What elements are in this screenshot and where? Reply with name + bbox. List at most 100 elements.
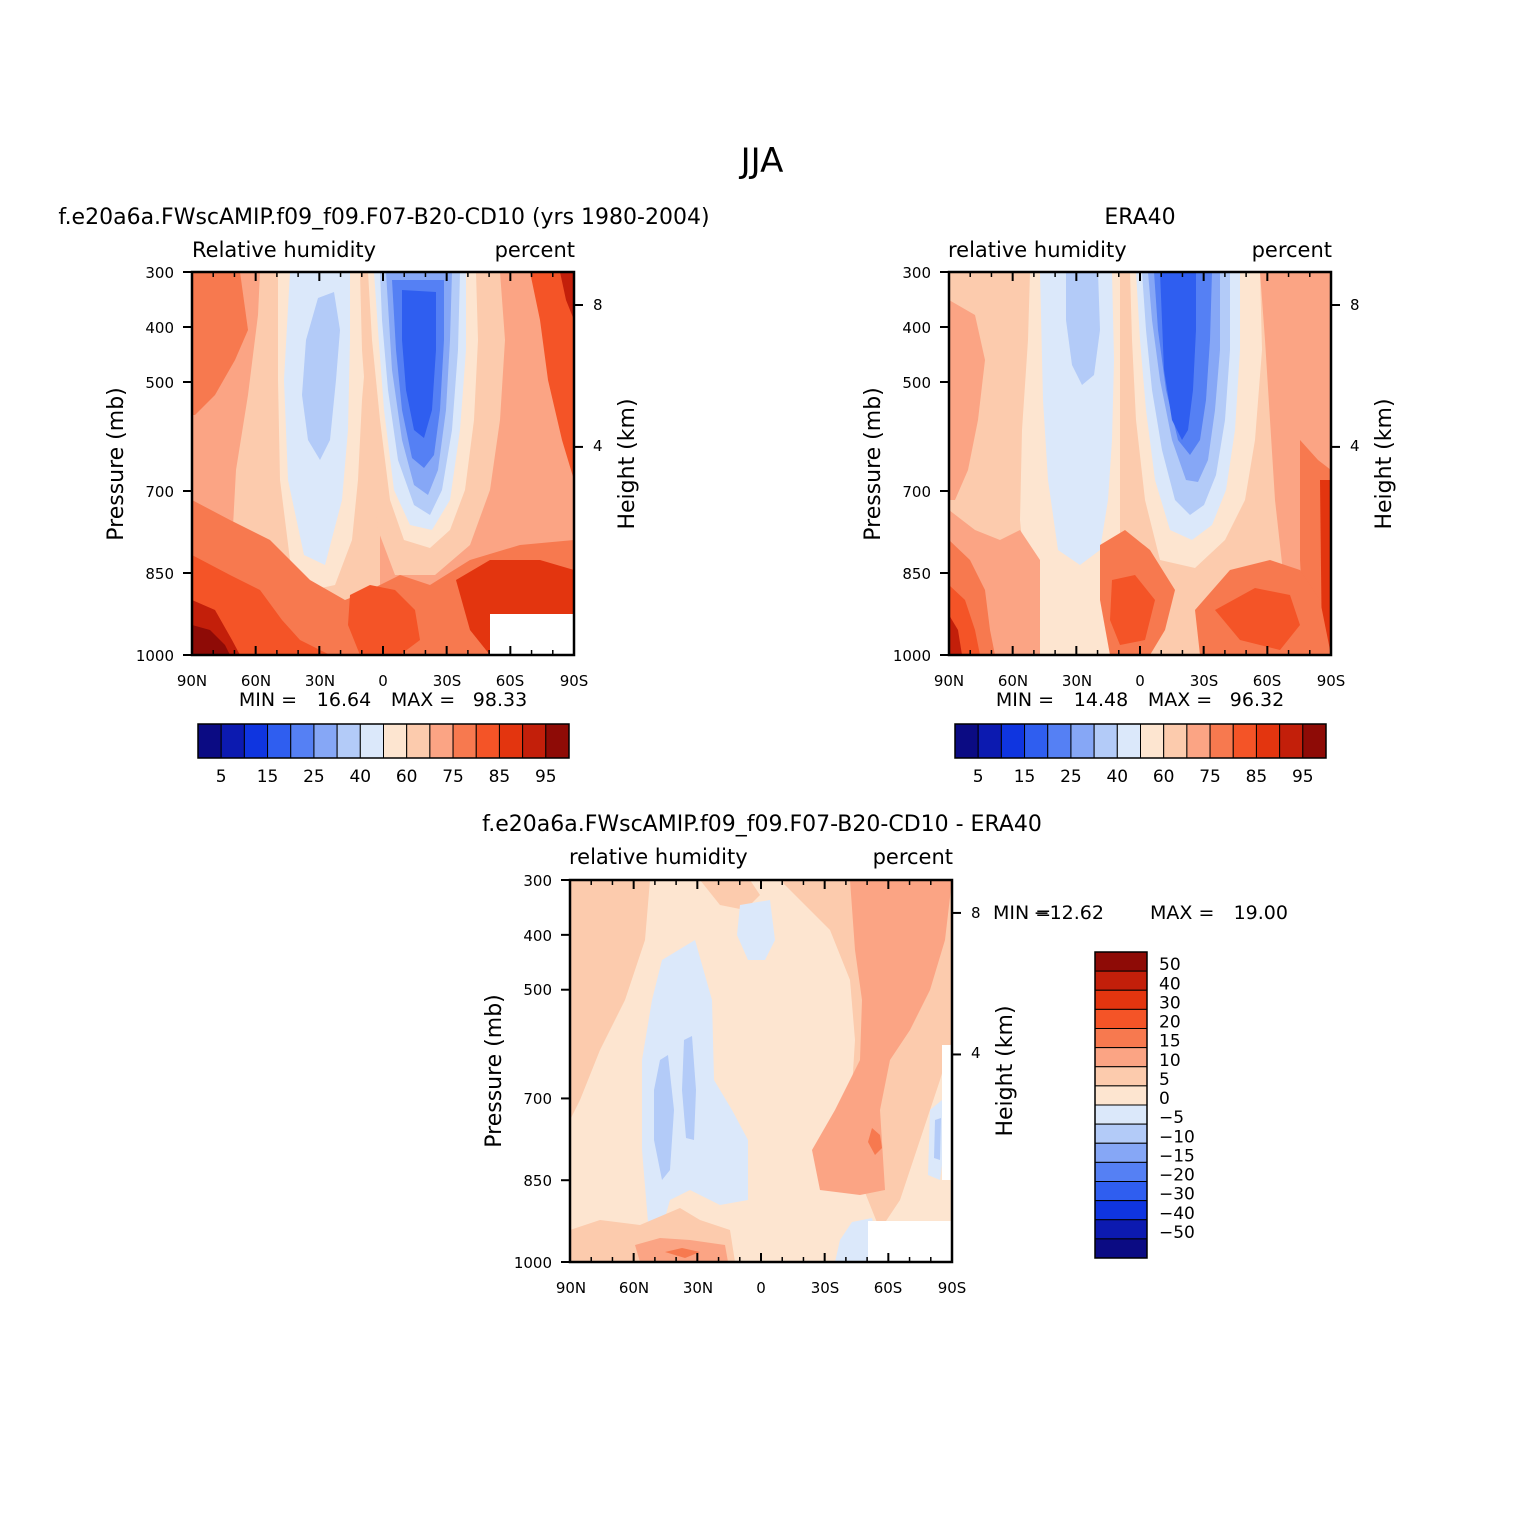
- model-colorbar-box: [267, 723, 292, 759]
- diff-colorbar-label: −15: [1159, 1146, 1195, 1166]
- model-xtick-label: 90S: [560, 672, 589, 690]
- diff-colorbar-box: [1094, 1181, 1148, 1202]
- diff-colorbar-label: −10: [1159, 1127, 1195, 1147]
- model-colorbar-box: [220, 723, 245, 759]
- diff-contour-upper-mid-pos: [700, 880, 760, 910]
- obs-min-label: MIN =: [996, 689, 1054, 711]
- obs-ytick-label: 1000: [893, 647, 931, 665]
- obs-min-value: 14.48: [1074, 689, 1128, 711]
- model-y2tick-label: 4: [593, 437, 603, 455]
- diff-min-label: MIN =: [993, 902, 1051, 924]
- obs-contour-nh-upper-75: [949, 300, 985, 500]
- obs-y2-axis-label: Height (km): [1372, 398, 1397, 529]
- model-ytick-label: 400: [145, 319, 174, 337]
- panel-diff-variable-label: relative humidity: [569, 845, 748, 869]
- model-ytick-label: 500: [145, 374, 174, 392]
- model-min-label: MIN =: [239, 689, 297, 711]
- obs-colorbar-box: [1209, 723, 1234, 759]
- obs-y2tick-label: 4: [1350, 437, 1360, 455]
- obs-colorbar-box: [1116, 723, 1141, 759]
- diff-y2-axis-label: Height (km): [993, 1005, 1018, 1136]
- obs-ytick-label: 400: [902, 319, 931, 337]
- model-min-value: 16.64: [317, 689, 371, 711]
- model-colorbar-box: [197, 723, 222, 759]
- diff-colorbar-box: [1094, 1047, 1148, 1068]
- diff-colorbar-label: 50: [1159, 955, 1181, 975]
- obs-contour-boundary-95-sh: [1215, 588, 1300, 650]
- obs-max-value: 96.32: [1230, 689, 1284, 711]
- model-max-value: 98.33: [473, 689, 527, 711]
- panel-obs-units-label: percent: [1252, 238, 1332, 262]
- panel-diff-units-label: percent: [873, 845, 953, 869]
- model-contour-boundary-85-eq: [348, 585, 420, 655]
- obs-colorbar-label: 85: [1246, 767, 1268, 787]
- diff-colorbar-box: [1094, 1066, 1148, 1087]
- model-max-label: MAX =: [391, 689, 455, 711]
- model-xtick-label: 0: [378, 672, 388, 690]
- obs-contour-boundary-max-nh: [949, 615, 962, 655]
- model-colorbar-box: [406, 723, 431, 759]
- diff-contour-sh-pos20: [868, 1128, 882, 1155]
- diff-ytick-label: 850: [523, 1172, 552, 1190]
- diff-colorbar-box: [1094, 1008, 1148, 1029]
- model-colorbar-box: [359, 723, 384, 759]
- model-colorbar-label: 40: [349, 767, 371, 787]
- diff-min-value: −12.62: [1034, 902, 1104, 924]
- diff-colorbar-label: 5: [1159, 1070, 1170, 1090]
- diff-contour-sp-neg5: [934, 1118, 941, 1160]
- diff-y2tick-label: 4: [971, 1044, 981, 1062]
- model-ytick-label: 1000: [136, 647, 174, 665]
- panel-model: f.e20a6a.FWscAMIP.f09_f09.F07-B20-CD10 (…: [58, 205, 709, 787]
- diff-colorbar-box: [1094, 989, 1148, 1010]
- obs-colorbar-box: [977, 723, 1002, 759]
- model-y2tick-label: 8: [593, 296, 603, 314]
- obs-xtick-label: 60S: [1253, 672, 1282, 690]
- model-ytick-label: 300: [145, 264, 174, 282]
- diff-contour-nh-upper-pos: [570, 880, 650, 1120]
- diff-colorbar-box: [1094, 1028, 1148, 1049]
- model-colorbar-label: 95: [535, 767, 557, 787]
- obs-xtick-label: 0: [1135, 672, 1145, 690]
- obs-y2tick-label: 8: [1350, 296, 1360, 314]
- obs-colorbar-box: [1000, 723, 1026, 759]
- diff-contour-sh-pos10: [812, 880, 952, 1195]
- model-colorbar-box: [290, 723, 315, 759]
- diff-xtick-label: 0: [756, 1279, 766, 1297]
- model-y-axis-label: Pressure (mb): [104, 387, 129, 541]
- model-colorbar-box: [452, 723, 477, 759]
- diff-ytick-label: 500: [523, 981, 552, 999]
- diff-colorbar-label: 20: [1159, 1013, 1181, 1033]
- obs-colorbar-label: 75: [1199, 767, 1221, 787]
- diff-colorbar-box: [1094, 1085, 1148, 1106]
- model-colorbar-label: 75: [442, 767, 464, 787]
- obs-colorbar-label: 40: [1106, 767, 1128, 787]
- model-colorbar-box: [336, 723, 361, 759]
- model-colorbar-label: 25: [303, 767, 325, 787]
- obs-contour-boundary-95-eq: [1110, 575, 1155, 645]
- obs-colorbar-box: [1024, 723, 1049, 759]
- diff-contour-upper-neg: [737, 900, 775, 960]
- diff-contour-nh-neg5a: [654, 1055, 674, 1180]
- model-colorbar-box: [475, 723, 500, 759]
- diff-xtick-label: 90S: [938, 1279, 967, 1297]
- panel-obs-title: ERA40: [1104, 205, 1175, 230]
- model-colorbar-label: 5: [216, 767, 227, 787]
- diff-contour-nh-neg5b: [682, 1036, 696, 1140]
- obs-colorbar-box: [1093, 723, 1118, 759]
- diff-y2tick-label: 8: [971, 904, 981, 922]
- model-y2-axis-label: Height (km): [615, 398, 640, 529]
- panel-model-title: f.e20a6a.FWscAMIP.f09_f09.F07-B20-CD10 (…: [58, 205, 709, 230]
- panel-diff-axes: 90N 60N 30N 0 30S 60S 90S 300 400 500 70…: [514, 872, 981, 1297]
- obs-colorbar-label: 25: [1060, 767, 1082, 787]
- diff-xtick-label: 90N: [556, 1279, 586, 1297]
- obs-xtick-label: 30S: [1190, 672, 1219, 690]
- model-contour-sh-core: [402, 290, 436, 438]
- model-colorbar-box: [313, 723, 338, 759]
- diff-colorbar-label: 15: [1159, 1032, 1181, 1052]
- diff-colorbar-box: [1094, 970, 1148, 991]
- obs-colorbar-label: 5: [973, 767, 984, 787]
- diff-max-label: MAX =: [1150, 902, 1214, 924]
- model-colorbar-box: [383, 723, 408, 759]
- diff-xtick-label: 60S: [874, 1279, 903, 1297]
